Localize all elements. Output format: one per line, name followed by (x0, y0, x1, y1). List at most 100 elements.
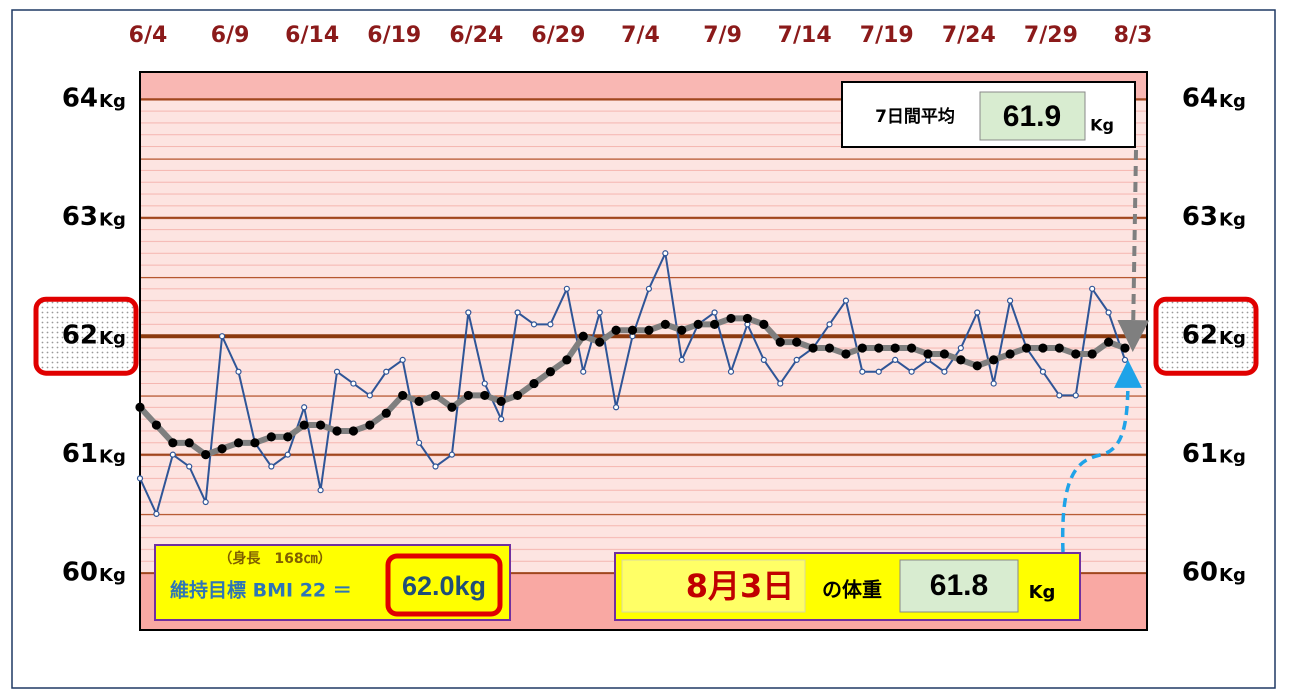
target-tick-box (33, 296, 139, 376)
x-tick-label: 6/4 (129, 23, 168, 48)
bmi-height: （身長 168㎝） (218, 550, 331, 567)
daily-point (596, 309, 603, 316)
average-point (381, 408, 391, 418)
daily-point (530, 321, 538, 328)
daily-point (826, 321, 833, 328)
average-point (1021, 343, 1032, 353)
daily-point (514, 309, 521, 316)
average-point (512, 390, 523, 401)
average-point (595, 337, 605, 347)
y-unit-label: Kg (1219, 565, 1246, 586)
daily-point (777, 380, 784, 387)
y-unit-label: Kg (99, 447, 126, 468)
daily-point (990, 380, 997, 387)
average-point (923, 349, 933, 359)
y-tick-label-left: 63 (62, 202, 98, 232)
daily-point (301, 404, 308, 411)
average-point (266, 432, 276, 442)
average-label: 7日間平均 (875, 106, 955, 127)
daily-point (793, 356, 800, 363)
daily-point (875, 368, 882, 375)
x-tick-label: 6/29 (531, 23, 585, 48)
average-point (644, 325, 654, 335)
average-point (611, 325, 621, 335)
average-point (447, 402, 457, 412)
daily-point (284, 451, 291, 458)
daily-point (317, 487, 324, 494)
annotations: 7日間平均 61.9 Kg （身長 168㎝） 維持目標 BMI 22 ＝ 62… (154, 81, 1150, 621)
daily-point (235, 368, 242, 375)
average-point (299, 420, 309, 430)
daily-point (448, 451, 456, 458)
x-tick-label: 7/14 (778, 23, 832, 48)
target-value: 62.0kg (402, 571, 486, 601)
average-point (233, 438, 244, 448)
daily-point (974, 309, 981, 316)
daily-point (202, 498, 209, 506)
average-point (808, 343, 818, 353)
average-point (414, 396, 424, 406)
average-point (184, 438, 194, 448)
average-point (1005, 349, 1015, 359)
daily-point (153, 510, 160, 517)
daily-point (908, 368, 915, 375)
daily-point (399, 356, 406, 363)
average-point (332, 426, 342, 436)
plot-background (140, 72, 1147, 630)
x-tick-label: 7/24 (942, 23, 996, 48)
daily-point (957, 344, 964, 352)
average-point (250, 438, 260, 448)
y-tick-label-left: 60 (62, 558, 98, 588)
average-point (348, 426, 359, 436)
daily-point (612, 404, 620, 411)
average-point (365, 420, 375, 430)
average-point (989, 355, 999, 365)
latest-date: 8月3日 (686, 567, 795, 605)
daily-point (333, 368, 341, 375)
average-point (1054, 343, 1064, 353)
x-tick-label: 6/19 (367, 23, 421, 48)
daily-point (169, 451, 176, 458)
daily-point (580, 368, 587, 375)
y-unit-label: Kg (1219, 447, 1246, 468)
daily-point (481, 380, 488, 387)
average-point (398, 390, 408, 401)
average-point (890, 343, 900, 353)
average-point (627, 325, 638, 335)
daily-point (563, 285, 570, 292)
y-unit-label: Kg (99, 210, 126, 231)
daily-point (432, 463, 439, 470)
average-point (315, 420, 326, 430)
daily-point (498, 416, 505, 423)
daily-point (1121, 356, 1129, 363)
daily-point (186, 463, 193, 470)
target-box (385, 553, 503, 617)
daily-point (547, 321, 554, 328)
average-point (168, 438, 178, 448)
average-point (1120, 343, 1130, 353)
y-tick-label-right: 62 (1182, 321, 1218, 351)
average-point (496, 396, 506, 406)
daily-point (1056, 392, 1063, 399)
daily-point (1039, 368, 1047, 375)
y-tick-label-left: 64 (62, 84, 98, 114)
y-tick-label-left: 61 (62, 439, 98, 469)
average-point (529, 378, 539, 389)
average-point (578, 331, 588, 341)
daily-point (678, 356, 685, 363)
average-point (135, 402, 145, 412)
average-point (545, 367, 556, 377)
average-point (759, 319, 769, 329)
daily-point (941, 368, 948, 375)
average-point (956, 355, 966, 365)
target-tick-box (1153, 296, 1259, 376)
x-tick-label: 7/9 (703, 23, 742, 48)
x-tick-label: 8/3 (1114, 23, 1153, 48)
daily-point (645, 285, 653, 292)
daily-point (465, 309, 472, 316)
latest-arrow (1060, 359, 1142, 553)
latest-date-box (621, 559, 806, 613)
average-point (906, 343, 917, 353)
daily-point (1006, 297, 1014, 304)
